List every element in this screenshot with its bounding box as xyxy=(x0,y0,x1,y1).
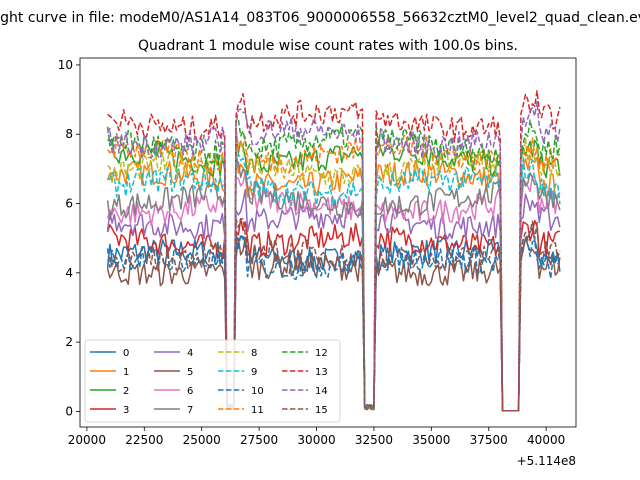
x-tick-label: 35000 xyxy=(412,433,450,447)
legend-label-3: 3 xyxy=(123,405,129,416)
legend-label-13: 13 xyxy=(315,367,328,378)
legend-label-12: 12 xyxy=(315,348,328,359)
series-line-13 xyxy=(107,90,561,412)
x-tick-label: 27500 xyxy=(240,433,278,447)
x-offset-text: +5.114e8 xyxy=(517,454,576,468)
x-tick-label: 30000 xyxy=(297,433,335,447)
legend-box xyxy=(84,339,341,423)
series-line-9 xyxy=(107,153,561,412)
x-tick-label: 32500 xyxy=(355,433,393,447)
plot-frame xyxy=(79,57,577,428)
legend-label-0: 0 xyxy=(123,348,129,359)
series-line-5 xyxy=(106,236,561,412)
legend-label-6: 6 xyxy=(187,386,193,397)
legend-label-8: 8 xyxy=(251,348,257,359)
legend-label-4: 4 xyxy=(187,348,193,359)
x-tick-label: 25000 xyxy=(183,433,221,447)
legend-label-1: 1 xyxy=(123,367,129,378)
y-tick-label: 2 xyxy=(65,335,73,349)
x-axis: 20000 22500 25000 27500 30000 32500 35000 37500… xyxy=(68,427,565,447)
y-tick-label: 6 xyxy=(65,197,73,211)
x-tick-label: 22500 xyxy=(125,433,163,447)
legend-label-10: 10 xyxy=(251,386,264,397)
y-tick-label: 0 xyxy=(65,404,73,418)
series-line-10 xyxy=(106,232,561,412)
y-tick-label: 8 xyxy=(65,127,73,141)
series-layer xyxy=(106,90,561,412)
legend-label-15: 15 xyxy=(315,405,328,416)
series-line-3 xyxy=(106,217,560,412)
legend-label-5: 5 xyxy=(187,367,193,378)
x-tick-label: 40000 xyxy=(527,433,565,447)
series-line-14 xyxy=(106,101,561,412)
legend-label-7: 7 xyxy=(187,405,193,416)
series-line-7 xyxy=(106,161,561,412)
series-line-15 xyxy=(107,218,561,412)
y-tick-label: 10 xyxy=(58,58,73,72)
y-axis: 0 2 4 6 8 10 xyxy=(58,58,80,418)
legend-label-14: 14 xyxy=(315,386,328,397)
chart-title: Quadrant 1 module wise count rates with … xyxy=(138,38,518,54)
legend-label-11: 11 xyxy=(251,405,264,416)
x-tick-label: 37500 xyxy=(470,433,508,447)
legend-label-2: 2 xyxy=(123,386,129,397)
legend-label-9: 9 xyxy=(251,367,257,378)
series-line-8 xyxy=(107,134,561,412)
figure-suptitle: Light curve in file: modeM0/AS1A14_083T0… xyxy=(0,10,640,26)
y-tick-label: 4 xyxy=(65,266,73,280)
series-line-4 xyxy=(106,188,561,412)
x-tick-label: 20000 xyxy=(68,433,106,447)
